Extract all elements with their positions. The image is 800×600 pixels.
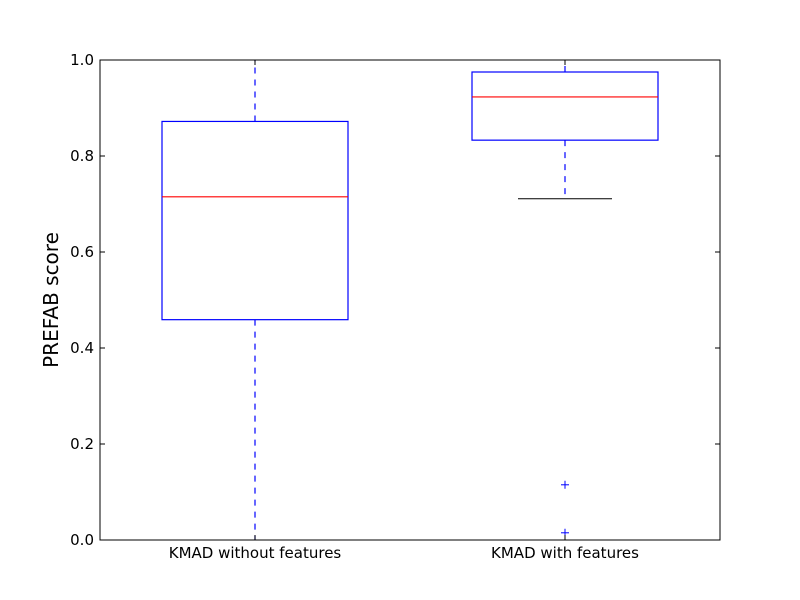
y-tick-label: 0.4: [70, 339, 94, 357]
y-tick-label: 0.0: [70, 531, 94, 549]
box-iqr: [471, 71, 659, 141]
box-group: [471, 59, 659, 537]
plot-area: [161, 59, 659, 541]
y-tick-label: 0.8: [70, 147, 94, 165]
y-tick-label: 0.6: [70, 243, 94, 261]
axes-frame: [99, 59, 721, 541]
y-axis-label: PREFAB score: [39, 232, 63, 368]
x-axis: KMAD without features KMAD with features: [169, 60, 639, 562]
y-tick-label: 0.2: [70, 435, 94, 453]
x-tick-label: KMAD without features: [169, 544, 342, 562]
y-axis: 0.0 0.2 0.4 0.6 0.8 1.0: [70, 51, 720, 549]
x-tick-label: KMAD with features: [491, 544, 639, 562]
outlier-point: [561, 480, 569, 489]
y-tick-label: 1.0: [70, 51, 94, 69]
box-iqr: [161, 120, 349, 321]
